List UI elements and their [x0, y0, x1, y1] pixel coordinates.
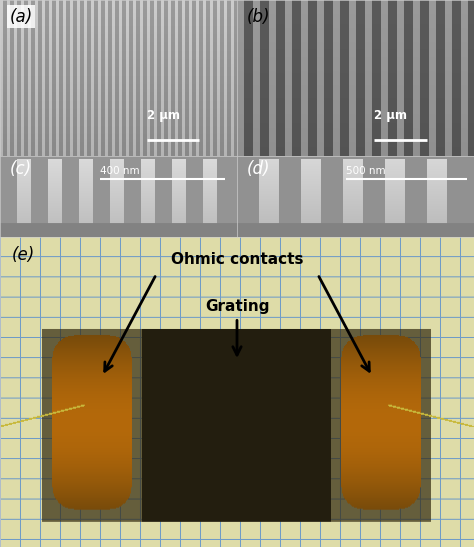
Text: (c): (c) — [9, 160, 32, 178]
Text: Ohmic contacts: Ohmic contacts — [171, 252, 303, 267]
Text: 2 μm: 2 μm — [147, 109, 180, 121]
Text: (d): (d) — [246, 160, 270, 178]
Text: (a): (a) — [9, 8, 33, 26]
Text: (b): (b) — [246, 8, 270, 26]
Text: (e): (e) — [12, 246, 35, 264]
Text: 2 μm: 2 μm — [374, 109, 408, 121]
Text: 500 nm: 500 nm — [346, 166, 386, 176]
Text: 400 nm: 400 nm — [100, 166, 139, 176]
Text: Grating: Grating — [205, 299, 269, 314]
